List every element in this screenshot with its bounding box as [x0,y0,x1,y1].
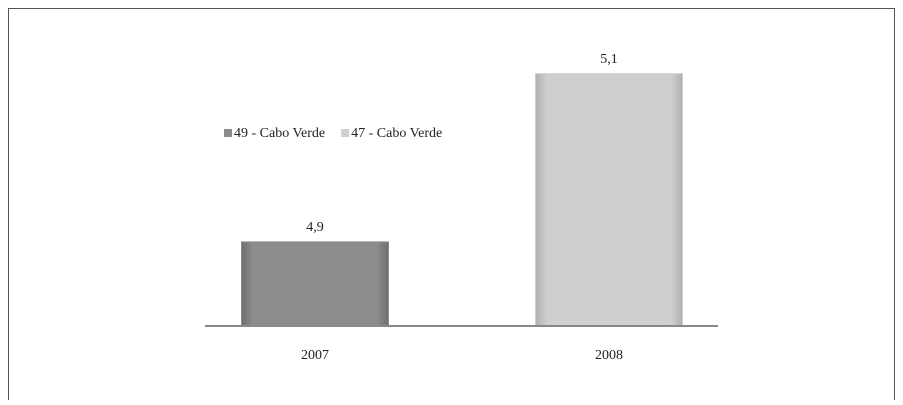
legend-label: 49 - Cabo Verde [234,126,325,141]
legend-marker [224,129,232,137]
bar [241,241,389,327]
frame [8,8,895,405]
x-tick-label: 2008 [595,348,623,363]
legend-marker [341,129,350,137]
x-tick-label: 2007 [301,348,329,363]
data-label: 5,1 [600,52,618,67]
data-label: 4,9 [306,220,324,235]
legend-label: 47 - Cabo Verde [351,126,442,141]
bar [535,73,683,327]
